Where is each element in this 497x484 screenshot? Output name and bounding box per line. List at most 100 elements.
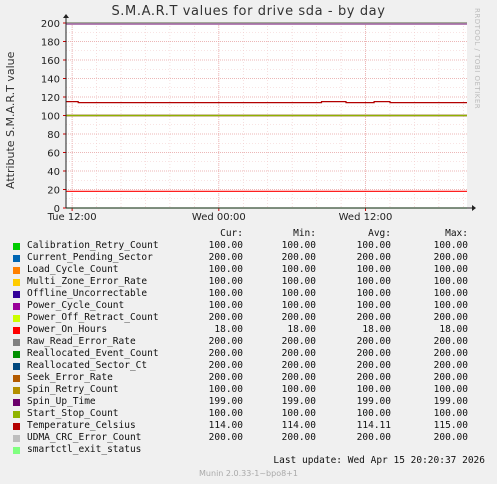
legend-value-min: 100.00 <box>281 264 316 275</box>
legend-swatch <box>13 435 20 442</box>
legend-row: Power_On_Hours 18.00 18.00 18.00 18.00 <box>13 324 483 336</box>
legend-value-avg: 100.00 <box>356 240 391 251</box>
legend-value-avg: 200.00 <box>356 432 391 443</box>
legend-label: Reallocated_Sector_Ct <box>27 360 148 371</box>
y-tick-label: 140 <box>41 75 60 86</box>
legend-value-min: 200.00 <box>281 348 316 359</box>
legend-swatch <box>13 315 20 322</box>
y-axis-arrow <box>63 14 69 18</box>
series-line <box>66 101 467 104</box>
y-tick-label: 40 <box>47 167 60 178</box>
y-tick-label: 120 <box>41 93 60 104</box>
last-update: Last update: Wed Apr 15 20:20:37 2026 <box>273 455 485 466</box>
legend-row: smartctl_exit_status <box>13 444 483 456</box>
legend-value-avg: 100.00 <box>356 300 391 311</box>
legend-value-cur: 200.00 <box>208 360 243 371</box>
legend-label: Current_Pending_Sector <box>27 252 153 263</box>
legend-value-avg: 100.00 <box>356 264 391 275</box>
legend-value-min: 200.00 <box>281 312 316 323</box>
legend-value-min: 100.00 <box>281 408 316 419</box>
legend-value-cur: 100.00 <box>208 264 243 275</box>
legend-swatch <box>13 363 20 370</box>
legend-label: Power_Cycle_Count <box>27 300 125 311</box>
legend-value-max: 115.00 <box>433 420 468 431</box>
legend-value-avg: 100.00 <box>356 408 391 419</box>
legend-value-avg: 100.00 <box>356 384 391 395</box>
legend-header-min: Min: <box>293 228 316 239</box>
legend-swatch <box>13 267 20 274</box>
legend-value-cur: 114.00 <box>208 420 243 431</box>
legend-value-avg: 100.00 <box>356 288 391 299</box>
legend-value-max: 100.00 <box>433 384 468 395</box>
legend-value-max: 100.00 <box>433 264 468 275</box>
legend-value-avg: 18.00 <box>362 324 391 335</box>
legend-value-min: 100.00 <box>281 276 316 287</box>
legend-label: Start_Stop_Count <box>27 408 119 419</box>
legend-value-max: 100.00 <box>433 240 468 251</box>
legend-swatch <box>13 279 20 286</box>
legend-value-max: 100.00 <box>433 408 468 419</box>
legend-value-min: 199.00 <box>281 396 316 407</box>
legend-value-avg: 199.00 <box>356 396 391 407</box>
legend-label: Calibration_Retry_Count <box>27 240 159 251</box>
legend-row: Seek_Error_Rate 200.00 200.00 200.00 200.00 <box>13 372 483 384</box>
legend-value-cur: 200.00 <box>208 348 243 359</box>
legend-swatch <box>13 291 20 298</box>
y-tick-label: 200 <box>41 19 60 30</box>
legend-row: Load_Cycle_Count 100.00 100.00 100.00 100.00 <box>13 264 483 276</box>
legend-label: smartctl_exit_status <box>27 444 142 455</box>
legend-swatch <box>13 447 20 454</box>
legend-value-max: 200.00 <box>433 336 468 347</box>
y-tick-label: 80 <box>47 130 60 141</box>
legend-row: Reallocated_Sector_Ct 200.00 200.00 200.00 2… <box>13 360 483 372</box>
legend-swatch <box>13 411 20 418</box>
legend-value-max: 200.00 <box>433 252 468 263</box>
legend-header-max: Max: <box>445 228 468 239</box>
legend-swatch <box>13 351 20 358</box>
legend-swatch <box>13 387 20 394</box>
legend-row: Multi_Zone_Error_Rate 100.00 100.00 100.00 1… <box>13 276 483 288</box>
legend-value-max: 200.00 <box>433 432 468 443</box>
legend-value-cur: 100.00 <box>208 408 243 419</box>
legend-value-avg: 200.00 <box>356 312 391 323</box>
legend-value-max: 200.00 <box>433 372 468 383</box>
legend-value-min: 114.00 <box>281 420 316 431</box>
y-tick-label: 0 <box>54 204 60 215</box>
legend-value-cur: 100.00 <box>208 276 243 287</box>
legend-label: Spin_Up_Time <box>27 396 96 407</box>
x-tick-label: Wed 00:00 <box>192 212 246 223</box>
legend-header-avg: Avg: <box>368 228 391 239</box>
legend-label: Seek_Error_Rate <box>27 372 113 383</box>
legend-row: Power_Cycle_Count 100.00 100.00 100.00 100.0… <box>13 300 483 312</box>
legend-label: Reallocated_Event_Count <box>27 348 159 359</box>
legend-swatch <box>13 303 20 310</box>
legend-value-cur: 200.00 <box>208 432 243 443</box>
y-tick-label: 100 <box>41 112 60 123</box>
legend-value-cur: 200.00 <box>208 312 243 323</box>
x-tick-label: Tue 12:00 <box>47 212 97 223</box>
legend-row: Calibration_Retry_Count 100.00 100.00 100.0… <box>13 240 483 252</box>
legend-label: Power_On_Hours <box>27 324 108 335</box>
legend-value-cur: 100.00 <box>208 240 243 251</box>
y-tick-label: 60 <box>47 149 60 160</box>
legend-value-max: 199.00 <box>433 396 468 407</box>
legend-value-cur: 100.00 <box>208 384 243 395</box>
legend-swatch <box>13 399 20 406</box>
legend-value-min: 200.00 <box>281 336 316 347</box>
legend-row: Raw_Read_Error_Rate 200.00 200.00 200.00 200… <box>13 336 483 348</box>
legend-value-cur: 18.00 <box>214 324 243 335</box>
legend-value-min: 18.00 <box>287 324 316 335</box>
legend-value-min: 100.00 <box>281 300 316 311</box>
legend-row: Offline_Uncorrectable 100.00 100.00 100.00 1… <box>13 288 483 300</box>
x-axis-arrow <box>472 205 476 211</box>
legend-row: Temperature_Celsius 114.00 114.00 114.11 115… <box>13 420 483 432</box>
legend-swatch <box>13 339 20 346</box>
legend-value-max: 18.00 <box>439 324 468 335</box>
legend-value-avg: 200.00 <box>356 252 391 263</box>
legend-value-min: 200.00 <box>281 252 316 263</box>
legend-label: Load_Cycle_Count <box>27 264 119 275</box>
legend-value-avg: 200.00 <box>356 336 391 347</box>
legend-value-avg: 100.00 <box>356 276 391 287</box>
